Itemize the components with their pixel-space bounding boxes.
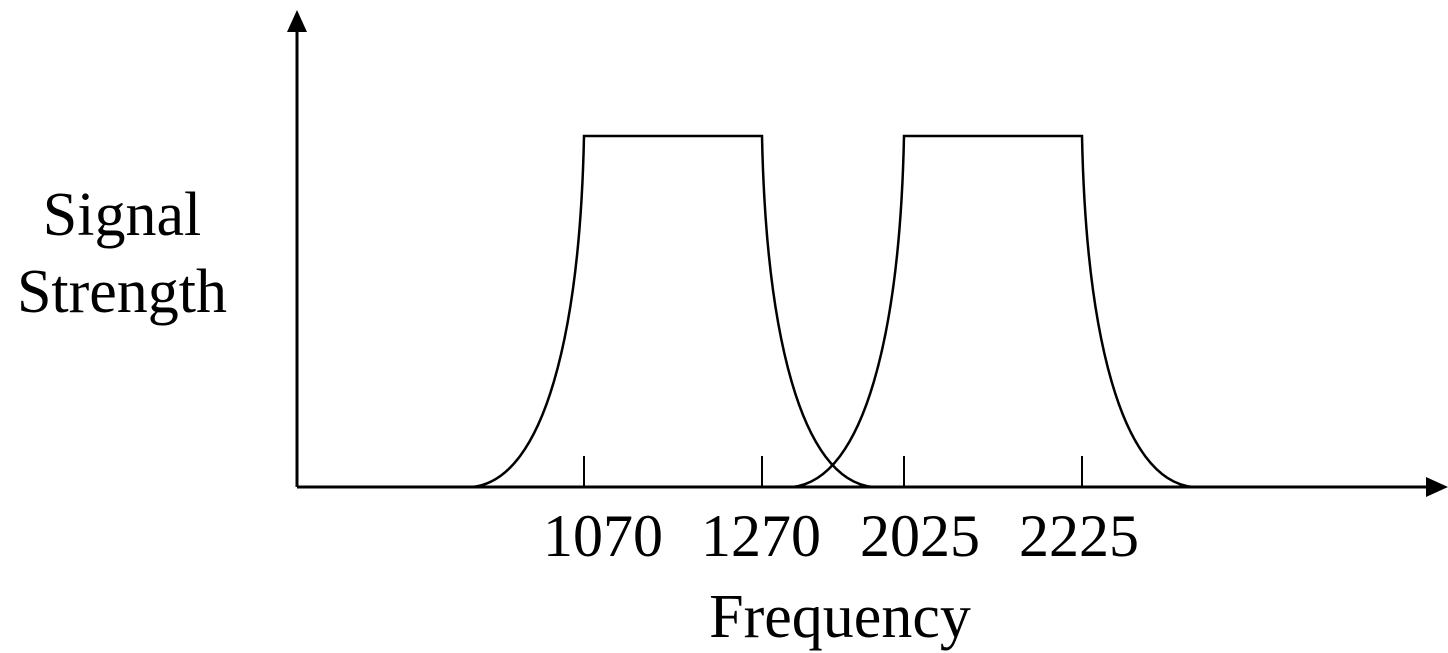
y-axis-label-line1: Signal [43, 181, 201, 249]
x-axis-label: Frequency [709, 583, 971, 651]
tick-label-1070: 1070 [543, 503, 663, 569]
band-curve-2 [791, 134, 1194, 489]
tick-label-2225: 2225 [1019, 503, 1139, 569]
x-axis-arrowhead [1426, 477, 1448, 497]
tick-label-2025: 2025 [860, 503, 980, 569]
band-curve-1 [471, 134, 874, 489]
y-axis-label-line2: Strength [17, 258, 227, 326]
y-axis-arrowhead [287, 10, 307, 32]
tick-label-1270: 1270 [701, 503, 821, 569]
